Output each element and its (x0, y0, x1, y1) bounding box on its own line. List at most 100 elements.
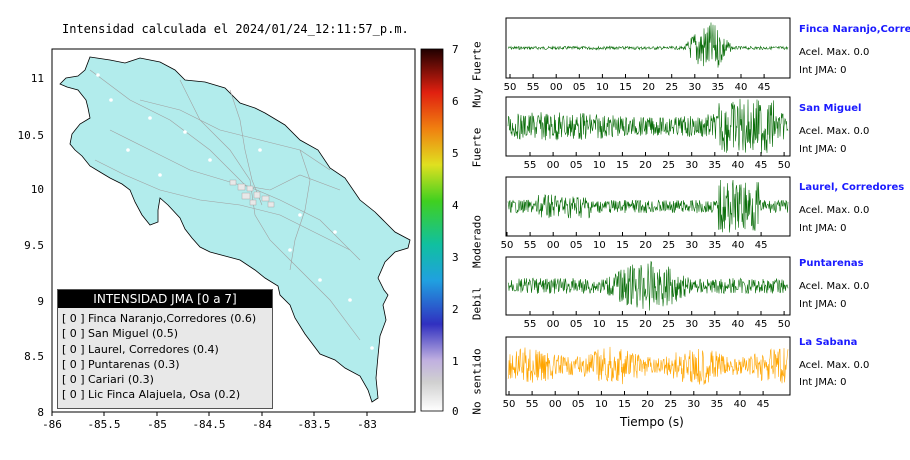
waveform-tick-label: 20 (639, 160, 652, 171)
waveform-tick-label: 30 (685, 319, 698, 330)
waveform-frame (505, 176, 791, 237)
waveform-tick-label: 50 (501, 240, 514, 251)
road-network (89, 69, 361, 341)
waveform-tick-label: 25 (662, 160, 675, 171)
waveform-tick-label: 40 (735, 82, 748, 93)
waveform-tick-label: 35 (708, 319, 721, 330)
legend-label: Cariari (0.3) (88, 373, 154, 387)
station-name: Puntarenas (799, 258, 864, 269)
y-tick-label: 10.5 (18, 129, 45, 142)
waveform-tick-label: 15 (618, 399, 631, 410)
waveform-tick-label: 30 (688, 82, 701, 93)
map-y-ticks: 11 10.5 10 9.5 9 8.5 8 (18, 72, 45, 419)
waveform-trace (507, 98, 789, 154)
x-tick-label: -85 (147, 418, 167, 431)
waveform-tick-label: 20 (641, 399, 654, 410)
waveform-trace (507, 179, 789, 233)
station-int: Int JMA: 0 (799, 377, 847, 388)
station-accel: Acel. Max. 0.0 (799, 126, 870, 137)
waveform-tick-label: 05 (573, 82, 586, 93)
waveform-tick-label: 45 (758, 82, 771, 93)
waveform-tick-label: 55 (524, 160, 537, 171)
legend-level: [ 0 ] (62, 312, 85, 325)
legend-level: [ 0 ] (62, 388, 85, 402)
waveform-tick-label: 40 (732, 160, 745, 171)
waveform-tick-label: 40 (732, 240, 745, 251)
colorbar-tick: 3 (452, 251, 459, 264)
y-tick-label: 8 (37, 406, 44, 419)
colorbar-tick: 6 (452, 95, 459, 108)
station-accel: Acel. Max. 0.0 (799, 281, 870, 292)
map-title: Intensidad calculada el 2024/01/24_12:11… (62, 22, 409, 36)
intensity-legend: INTENSIDAD JMA [0 a 7] [ 0 ] Finca Naranj… (57, 289, 273, 409)
station-int: Int JMA: 0 (799, 299, 847, 310)
colorbar-tick: 0 (452, 405, 459, 418)
x-tick-label: -86 (42, 418, 62, 431)
waveform-tick-label: 25 (662, 319, 675, 330)
waveform-tick-label: 30 (687, 399, 700, 410)
station-name: Finca Naranjo,Corredores (799, 24, 910, 35)
waveform-tick-label: 50 (503, 399, 516, 410)
waveform-tick-label: 00 (547, 319, 560, 330)
waveform-tick-label: 50 (778, 160, 791, 171)
waveform-tick-label: 00 (547, 160, 560, 171)
x-axis-label: Tiempo (s) (620, 415, 684, 429)
waveform-tick-label: 20 (639, 240, 652, 251)
station-accel: Acel. Max. 0.0 (799, 360, 870, 371)
waveform-tick-label: 20 (642, 82, 655, 93)
x-tick-label: -83 (357, 418, 377, 431)
waveform-tick-label: 20 (639, 319, 652, 330)
station-int: Int JMA: 0 (799, 65, 847, 76)
waveform-tick-label: 10 (593, 160, 606, 171)
station-int: Int JMA: 0 (799, 144, 847, 155)
waveform-trace (507, 22, 789, 68)
waveform-tick-label: 15 (616, 240, 629, 251)
waveform-tick-label: 55 (527, 82, 540, 93)
waveform-tick-label: 30 (685, 240, 698, 251)
waveform-tick-label: 15 (616, 319, 629, 330)
legend-label: Laurel, Corredores (0.4) (88, 342, 219, 356)
waveform-tick-label: 15 (619, 82, 632, 93)
map-x-ticks: -86 -85.5 -85 -84.5 -84 -83.5 -83 (42, 412, 377, 431)
waveform-tick-label: 55 (526, 399, 539, 410)
legend-item: [ 0 ] Lic Finca Alajuela, Osa (0.2) (58, 387, 272, 402)
waveform-tick-label: 50 (504, 82, 517, 93)
x-tick-label: -84.5 (192, 418, 225, 431)
city-cluster (229, 179, 275, 208)
station-int: Int JMA: 0 (799, 223, 847, 234)
x-tick-label: -85.5 (87, 418, 120, 431)
waveform-tick-label: 40 (732, 319, 745, 330)
waveform-tick-label: 10 (596, 82, 609, 93)
y-tick-label: 9.5 (24, 239, 44, 252)
legend-label: Finca Naranjo,Corredores (0.6) (88, 312, 257, 325)
waveform-panel: 50 55 00 05 10 15 20 25 30 35 40 45 (501, 176, 791, 251)
waveform-tick-label: 25 (665, 82, 678, 93)
waveform-tick-label: 35 (712, 82, 725, 93)
station-accel: Acel. Max. 0.0 (799, 47, 870, 58)
legend-level: [ 0 ] (62, 373, 85, 387)
x-tick-label: -83.5 (297, 418, 330, 431)
intensity-colorbar (420, 48, 444, 412)
waveform-panel: 50 55 00 05 10 15 20 25 30 35 40 45 (503, 336, 791, 410)
legend-level: [ 0 ] (62, 327, 85, 341)
waveform-tick-label: 45 (755, 319, 768, 330)
legend-item: [ 0 ] Finca Naranjo,Corredores (0.6) (58, 311, 272, 326)
y-tick-label: 10 (31, 183, 44, 196)
waveform-tick-label: 05 (570, 160, 583, 171)
y-tick-label: 8.5 (24, 350, 44, 363)
waveform-tick-label: 15 (616, 160, 629, 171)
waveform-tick-label: 50 (778, 319, 791, 330)
waveform-tick-label: 45 (755, 160, 768, 171)
waveform-panel: 55 00 05 10 15 20 25 30 35 40 45 50 (505, 256, 791, 330)
x-tick-label: -84 (252, 418, 272, 431)
waveform-tick-label: 55 (524, 240, 537, 251)
y-tick-label: 9 (37, 295, 44, 308)
legend-item: [ 0 ] San Miguel (0.5) (58, 326, 272, 341)
waveform-tick-label: 00 (550, 82, 563, 93)
waveform-trace (507, 346, 789, 386)
waveform-tick-label: 10 (595, 399, 608, 410)
waveform-tick-label: 45 (755, 240, 768, 251)
colorbar-tick: 5 (452, 147, 459, 160)
y-tick-label: 11 (31, 72, 44, 85)
